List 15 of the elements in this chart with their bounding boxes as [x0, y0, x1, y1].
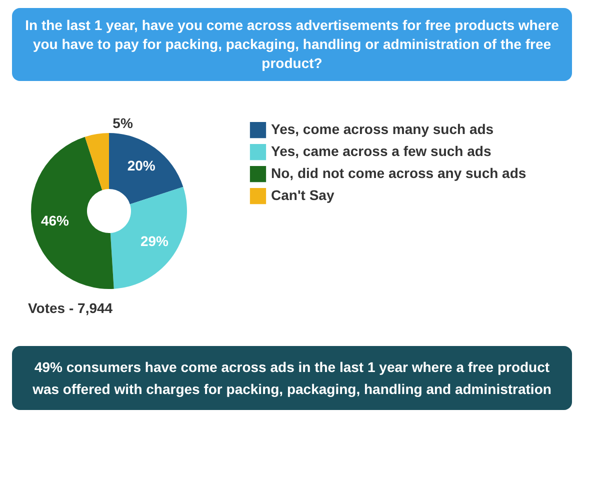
- donut-slice: [84, 133, 109, 190]
- data-label: 29%: [140, 232, 170, 249]
- data-label: 5%: [112, 115, 134, 132]
- data-label: 20%: [127, 158, 156, 174]
- text: 49% consumers have come across ads in the last 1 year where a free product was offered with charges for packing, packaging, handling and administration: [12, 346, 572, 410]
- legend-label: Can't Say: [271, 187, 334, 203]
- legend-label: Yes, came across a few such ads: [271, 143, 492, 159]
- chart-title: In the last 1 year, have you come across advertisements for free products where you have to pay for packing, packaging, handling or administration of the free product?: [12, 8, 572, 81]
- donut-slice: [31, 136, 114, 289]
- data-label: 46%: [40, 212, 70, 228]
- donut-slice: [110, 186, 187, 289]
- donut-slice: [109, 133, 184, 204]
- legend-label: No, did not come across any such ads: [271, 165, 526, 181]
- legend-label: Yes, come across many such ads: [271, 121, 494, 137]
- text: Votes - 7,944: [28, 300, 113, 316]
